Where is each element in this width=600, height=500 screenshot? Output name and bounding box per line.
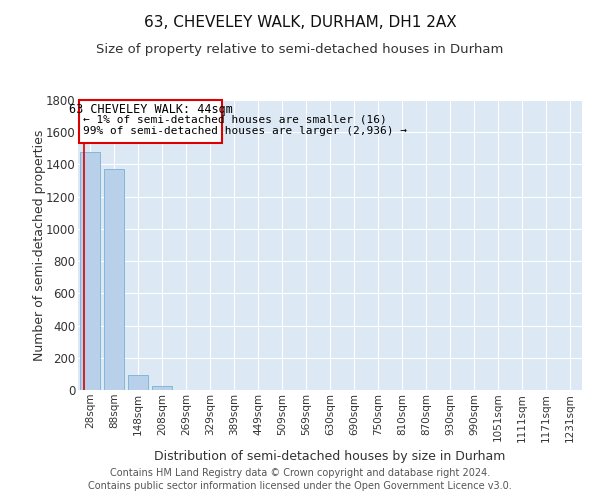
Bar bbox=[152, 386, 172, 390]
Bar bbox=[104, 170, 124, 390]
Text: 99% of semi-detached houses are larger (2,936) →: 99% of semi-detached houses are larger (… bbox=[83, 126, 407, 136]
Text: Contains HM Land Registry data © Crown copyright and database right 2024.: Contains HM Land Registry data © Crown c… bbox=[110, 468, 490, 477]
Text: 63, CHEVELEY WALK, DURHAM, DH1 2AX: 63, CHEVELEY WALK, DURHAM, DH1 2AX bbox=[143, 15, 457, 30]
Text: Contains public sector information licensed under the Open Government Licence v3: Contains public sector information licen… bbox=[88, 481, 512, 491]
FancyBboxPatch shape bbox=[79, 100, 222, 142]
Bar bbox=[128, 374, 148, 390]
Text: Size of property relative to semi-detached houses in Durham: Size of property relative to semi-detach… bbox=[97, 42, 503, 56]
Text: ← 1% of semi-detached houses are smaller (16): ← 1% of semi-detached houses are smaller… bbox=[83, 114, 386, 124]
Text: 63 CHEVELEY WALK: 44sqm: 63 CHEVELEY WALK: 44sqm bbox=[68, 103, 233, 116]
Y-axis label: Number of semi-detached properties: Number of semi-detached properties bbox=[34, 130, 46, 360]
X-axis label: Distribution of semi-detached houses by size in Durham: Distribution of semi-detached houses by … bbox=[154, 450, 506, 463]
Bar bbox=[80, 152, 100, 390]
